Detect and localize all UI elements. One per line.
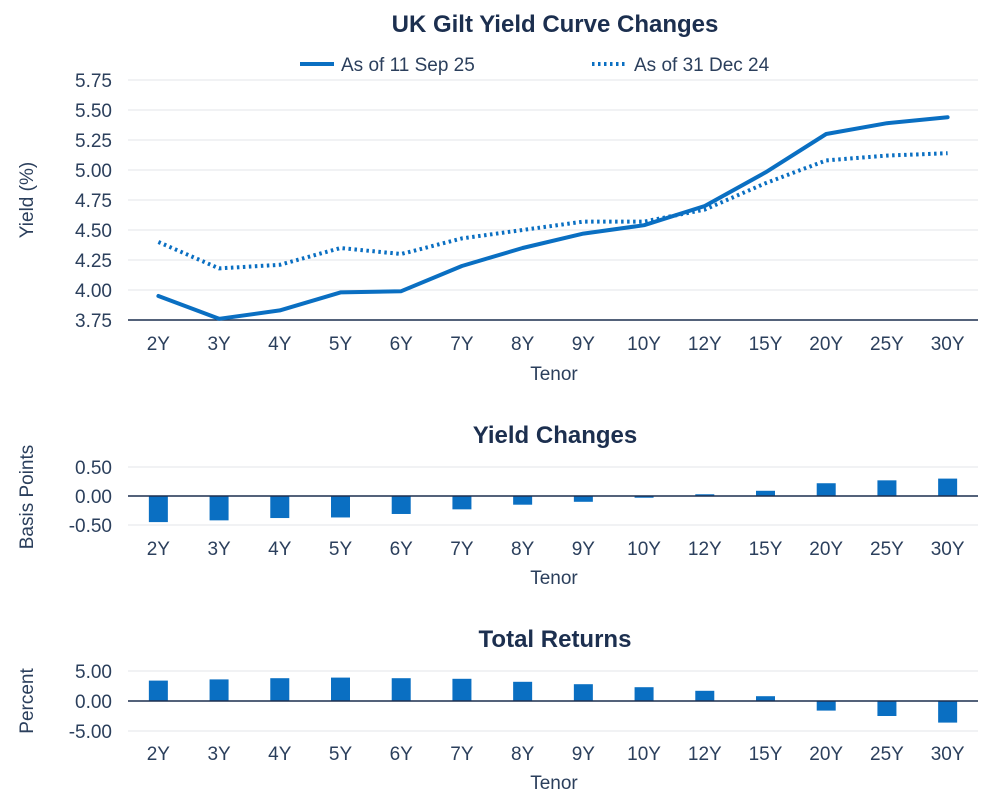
total-returns-ylabel: Percent — [17, 668, 38, 734]
total-returns-bar-20Y — [817, 701, 836, 711]
yield-changes-xlabel: Tenor — [530, 568, 578, 589]
total-returns-bar-9Y — [574, 684, 593, 701]
total-returns-xtick-label: 5Y — [329, 744, 353, 765]
total-returns-xtick-label: 15Y — [749, 744, 783, 765]
yield-curve-ytick-label: 5.00 — [75, 161, 112, 182]
yield-curve-ytick-label: 4.25 — [75, 251, 112, 272]
yield-changes-bar-8Y — [513, 496, 532, 505]
total-returns-bar-12Y — [695, 691, 714, 701]
yield-changes-xtick-label: 15Y — [749, 539, 783, 560]
yield-changes-bar-4Y — [270, 496, 289, 518]
yield-changes-bar-3Y — [210, 496, 229, 520]
yield-changes-xtick-label: 10Y — [627, 539, 661, 560]
total-returns-plot: -5.00 0.00 5.00 2Y 3Y 4Y 5Y 6Y 7Y 8Y 9Y 10Y 12Y 15Y 20… — [69, 662, 978, 765]
total-returns-bar-10Y — [635, 687, 654, 701]
total-returns-ytick-label: 5.00 — [75, 662, 112, 683]
total-returns-title: Total Returns — [479, 626, 632, 653]
yield-changes-xtick-label: 30Y — [931, 539, 965, 560]
yield-curve-xtick-label: 15Y — [749, 334, 783, 355]
yield-curve-xtick-label: 2Y — [147, 334, 171, 355]
yield-curve-plot: 3.75 4.00 4.25 4.50 4.75 5.00 5.25 5.50 5.75 2Y 3Y… — [75, 71, 978, 355]
yield-curve-xtick-label: 30Y — [931, 334, 965, 355]
total-returns-ytick-label: 0.00 — [75, 692, 112, 713]
yield-changes-xtick-label: 6Y — [390, 539, 414, 560]
yield-curve-ytick-label: 4.75 — [75, 191, 112, 212]
total-returns-xtick-label: 7Y — [450, 744, 474, 765]
total-returns-bar-8Y — [513, 682, 532, 701]
yield-curve-ylabel: Yield (%) — [17, 162, 38, 238]
yield-changes-ytick-label: 0.50 — [75, 458, 112, 479]
yield-changes-xtick-label: 8Y — [511, 539, 535, 560]
total-returns-bar-25Y — [877, 701, 896, 716]
yield-changes-bar-9Y — [574, 496, 593, 502]
yield-changes-xtick-label: 7Y — [450, 539, 474, 560]
total-returns-bar-30Y — [938, 701, 957, 723]
total-returns-xtick-label: 30Y — [931, 744, 965, 765]
yield-curve-ytick-label: 4.50 — [75, 221, 112, 242]
yield-changes-bar-2Y — [149, 496, 168, 522]
yield-changes-bar-5Y — [331, 496, 350, 517]
yield-curve-xtick-label: 4Y — [268, 334, 292, 355]
yield-changes-bar-25Y — [877, 480, 896, 496]
yield-changes-xtick-label: 9Y — [572, 539, 596, 560]
total-returns-xtick-label: 3Y — [207, 744, 231, 765]
yield-curve-xtick-label: 20Y — [809, 334, 843, 355]
yield-curve-xtick-label: 25Y — [870, 334, 904, 355]
total-returns-xtick-label: 4Y — [268, 744, 292, 765]
yield-curve-xtick-label: 9Y — [572, 334, 596, 355]
yield-curve-ytick-label: 3.75 — [75, 311, 112, 332]
yield-changes-title: Yield Changes — [473, 422, 637, 449]
yield-curve-xtick-label: 6Y — [390, 334, 414, 355]
yield-changes-xtick-label: 2Y — [147, 539, 171, 560]
total-returns-bar-2Y — [149, 681, 168, 701]
yield-curve-title: UK Gilt Yield Curve Changes — [392, 11, 719, 38]
yield-curve-xlabel: Tenor — [530, 364, 578, 385]
yield-curve-xtick-label: 5Y — [329, 334, 353, 355]
yield-changes-bar-30Y — [938, 479, 957, 496]
yield-curve-xtick-label: 10Y — [627, 334, 661, 355]
total-returns-ytick-label: -5.00 — [69, 722, 112, 743]
yield-curve-xtick-label: 12Y — [688, 334, 722, 355]
total-returns-xtick-label: 12Y — [688, 744, 722, 765]
yield-changes-ytick-label: 0.00 — [75, 487, 112, 508]
yield-curve-ytick-label: 5.75 — [75, 71, 112, 92]
total-returns-bar-5Y — [331, 678, 350, 701]
total-returns-xtick-label: 2Y — [147, 744, 171, 765]
yield-changes-ylabel: Basis Points — [17, 445, 38, 550]
total-returns-xtick-label: 9Y — [572, 744, 596, 765]
total-returns-bar-3Y — [210, 679, 229, 701]
yield-changes-bar-20Y — [817, 483, 836, 496]
total-returns-bar-6Y — [392, 678, 411, 701]
total-returns-xtick-label: 10Y — [627, 744, 661, 765]
yield-curve-xtick-label: 8Y — [511, 334, 535, 355]
yield-curve-ytick-label: 5.50 — [75, 101, 112, 122]
legend-label-dec24: As of 31 Dec 24 — [634, 55, 770, 76]
yield-changes-xtick-label: 5Y — [329, 539, 353, 560]
yield-curve-xtick-label: 7Y — [450, 334, 474, 355]
yield-changes-xtick-label: 20Y — [809, 539, 843, 560]
yield-changes-plot: -0.50 0.00 0.50 2Y 3Y 4Y 5Y 6Y 7Y 8Y 9Y 10Y 12Y 15Y 20… — [69, 458, 978, 560]
total-returns-xtick-label: 25Y — [870, 744, 904, 765]
total-returns-xlabel: Tenor — [530, 773, 578, 794]
yield-curve-ytick-label: 5.25 — [75, 131, 112, 152]
total-returns-xtick-label: 6Y — [390, 744, 414, 765]
yield-curve-xtick-label: 3Y — [207, 334, 231, 355]
yield-changes-bar-6Y — [392, 496, 411, 514]
yield-changes-xtick-label: 4Y — [268, 539, 292, 560]
total-returns-xtick-label: 20Y — [809, 744, 843, 765]
yield-changes-bar-15Y — [756, 491, 775, 496]
total-returns-bar-7Y — [452, 679, 471, 701]
yield-changes-xtick-label: 3Y — [207, 539, 231, 560]
yield-changes-bar-7Y — [452, 496, 471, 509]
yield-changes-xtick-label: 12Y — [688, 539, 722, 560]
legend-label-sep25: As of 11 Sep 25 — [341, 55, 475, 76]
yield-changes-xtick-label: 25Y — [870, 539, 904, 560]
total-returns-xtick-label: 8Y — [511, 744, 535, 765]
yield-curve-ytick-label: 4.00 — [75, 281, 112, 302]
series-line-sep25 — [158, 117, 947, 319]
total-returns-bar-4Y — [270, 678, 289, 701]
yield-changes-ytick-label: -0.50 — [69, 516, 112, 537]
